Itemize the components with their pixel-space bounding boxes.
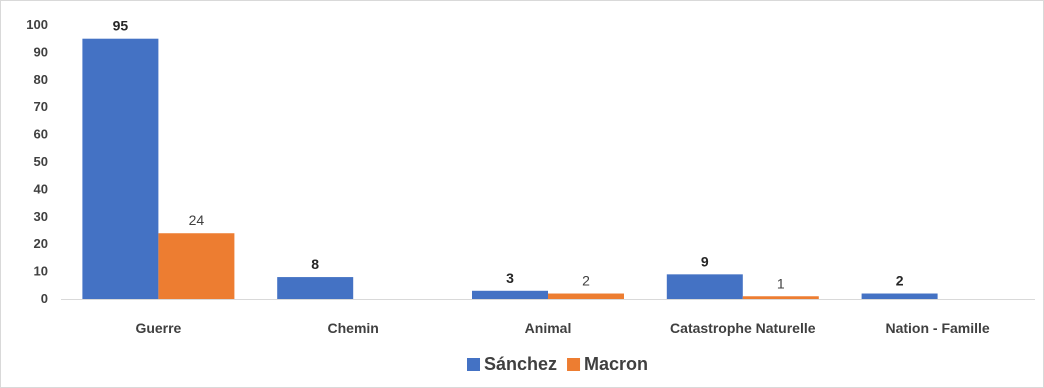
data-label: 9 <box>701 253 709 269</box>
x-category-label: Nation - Famille <box>885 320 989 336</box>
data-label: 2 <box>582 273 590 289</box>
y-tick-label: 40 <box>34 181 48 196</box>
y-axis-ticks: 0 10 20 30 40 50 60 70 80 90 100 <box>26 17 48 306</box>
bar-macron-guerre <box>158 233 235 299</box>
y-tick-label: 50 <box>34 154 48 169</box>
x-axis-category-labels: Guerre Chemin Animal Catastrophe Naturelle N… <box>135 320 989 336</box>
bar-s-nchez-catastrophe-naturelle <box>666 274 743 299</box>
data-label: 3 <box>506 270 514 286</box>
data-label: 8 <box>311 256 319 272</box>
x-category-label: Guerre <box>135 320 181 336</box>
x-category-label: Catastrophe Naturelle <box>670 320 816 336</box>
y-tick-label: 30 <box>34 209 48 224</box>
legend-swatch <box>467 358 480 371</box>
y-tick-label: 90 <box>34 44 48 59</box>
y-tick-label: 10 <box>34 264 48 279</box>
y-tick-label: 100 <box>26 17 48 32</box>
bar-macron-catastrophe-naturelle <box>742 296 819 299</box>
data-label: 2 <box>896 273 904 289</box>
y-tick-label: 80 <box>34 72 48 87</box>
bars <box>82 38 938 299</box>
data-label: 1 <box>777 275 785 291</box>
legend-entry: Sánchez <box>484 354 557 374</box>
y-tick-label: 70 <box>34 99 48 114</box>
data-label: 95 <box>113 18 129 34</box>
bar-s-nchez-chemin <box>277 277 354 299</box>
x-category-label: Animal <box>525 320 572 336</box>
x-category-label: Chemin <box>328 320 379 336</box>
bar-s-nchez-nation-famille <box>861 293 938 299</box>
legend: Sánchez Macron <box>467 354 648 374</box>
bar-s-nchez-animal <box>472 290 548 299</box>
y-tick-label: 0 <box>41 291 48 306</box>
legend-swatch <box>567 358 581 371</box>
y-tick-label: 20 <box>34 236 48 251</box>
bar-macron-animal <box>548 293 624 299</box>
data-labels: 95 24 8 3 2 9 1 2 <box>113 18 904 292</box>
bar-s-nchez-guerre <box>82 38 159 299</box>
legend-entry: Macron <box>584 354 648 374</box>
y-tick-label: 60 <box>34 127 48 142</box>
data-label: 24 <box>189 212 205 228</box>
